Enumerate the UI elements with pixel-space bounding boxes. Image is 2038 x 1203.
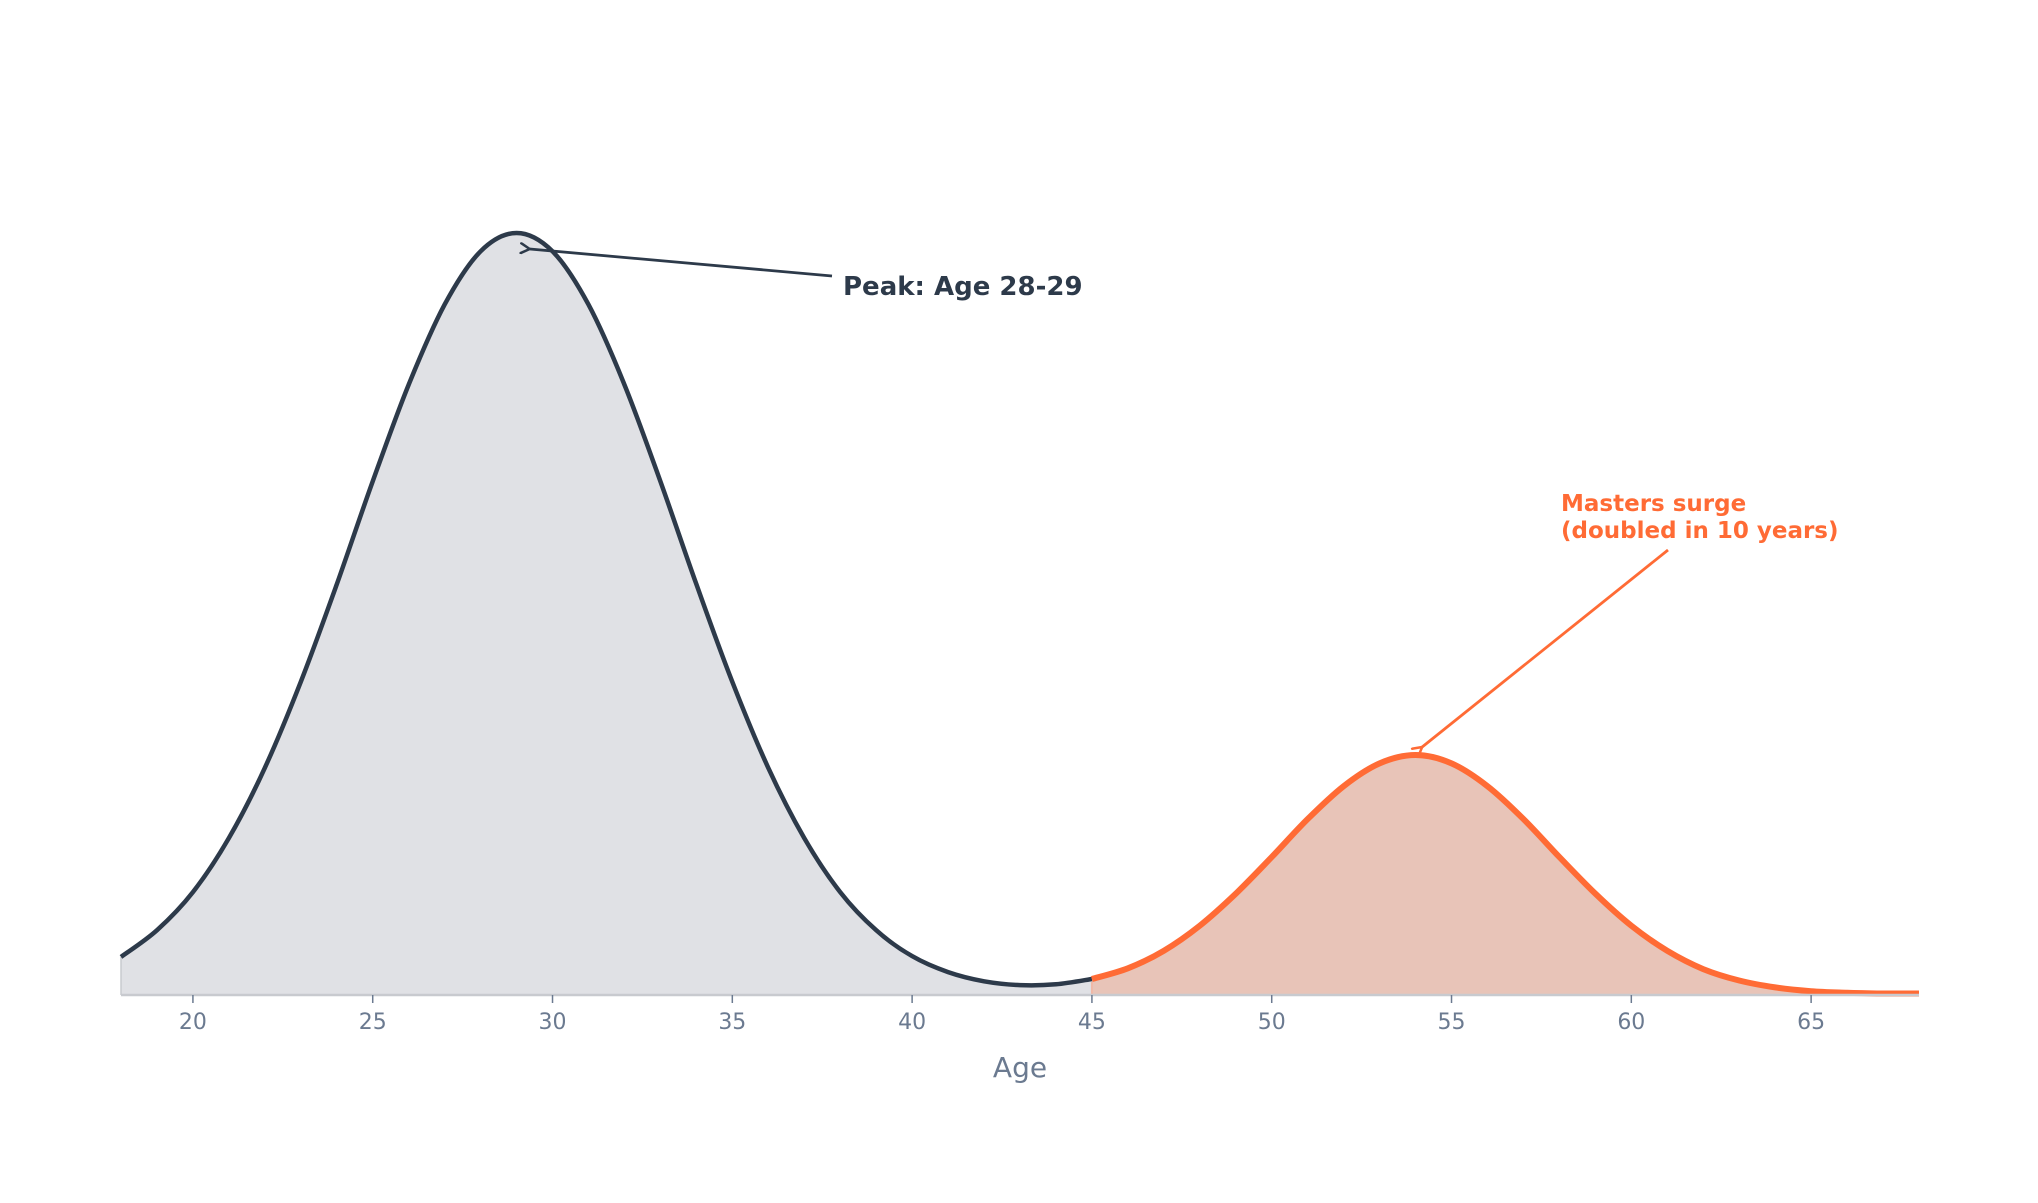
main-distribution-area xyxy=(121,233,1092,995)
peak-annotation: Peak: Age 28-29 xyxy=(530,249,1083,302)
x-tick-label: 60 xyxy=(1617,1010,1645,1035)
x-tick-label: 35 xyxy=(718,1010,746,1035)
x-axis-title: Age xyxy=(993,1051,1047,1084)
plot-area xyxy=(119,230,1920,997)
x-tick-label: 40 xyxy=(898,1010,926,1035)
x-tick-label: 65 xyxy=(1797,1010,1825,1035)
x-tick-label: 55 xyxy=(1438,1010,1466,1035)
masters-annotation-line-1: Masters surge xyxy=(1561,491,1746,517)
x-tick-label: 45 xyxy=(1078,1010,1106,1035)
main-distribution-line xyxy=(119,230,1093,988)
x-tick-label: 50 xyxy=(1258,1010,1286,1035)
masters-annotation-line-2: (doubled in 10 years) xyxy=(1561,518,1839,544)
masters-distribution-area xyxy=(1091,755,1919,995)
masters-arrow-icon xyxy=(1422,548,1669,747)
masters-annotation: Masters surge (doubled in 10 years) xyxy=(1422,491,1839,747)
peak-arrow-icon xyxy=(530,249,833,278)
masters-distribution-line xyxy=(1091,752,1920,997)
x-tick-label: 20 xyxy=(179,1010,207,1035)
x-tick-label: 30 xyxy=(539,1010,567,1035)
peak-annotation-text: Peak: Age 28-29 xyxy=(843,272,1083,302)
x-axis: 20 25 30 35 40 45 50 55 60 65 xyxy=(179,995,1825,1035)
x-tick-label: 25 xyxy=(359,1010,387,1035)
masters-annotation-text: Masters surge (doubled in 10 years) xyxy=(1561,491,1839,544)
